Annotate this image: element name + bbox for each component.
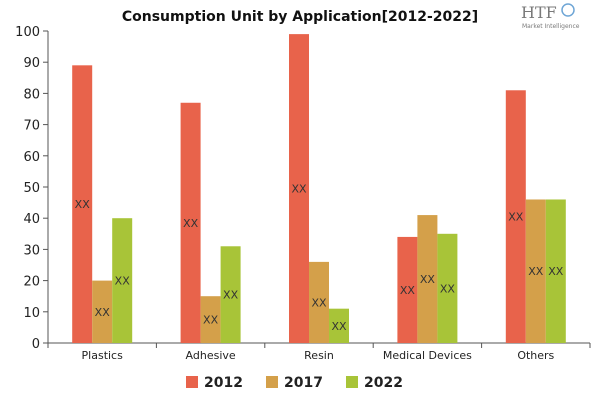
legend: 2012 2017 2022 — [186, 375, 403, 391]
bar — [220, 246, 241, 343]
bar — [329, 308, 349, 343]
y-tick-label: 100 — [15, 25, 40, 40]
data-label: XX — [291, 183, 307, 196]
x-tick-label: Plastics — [82, 349, 124, 362]
bar — [180, 102, 201, 343]
bar — [309, 261, 329, 343]
data-label: XX — [203, 314, 219, 327]
bar — [200, 296, 221, 343]
data-label: XX — [548, 265, 564, 278]
bar — [437, 233, 458, 343]
legend-swatch — [346, 376, 358, 388]
chart-title: Consumption Unit by Application[2012-202… — [122, 9, 478, 25]
bar — [545, 199, 566, 343]
legend-label: 2022 — [364, 375, 403, 391]
logo-globe-icon — [561, 3, 575, 17]
y-tick-label: 80 — [23, 87, 40, 102]
y-tick-label: 90 — [23, 56, 40, 71]
bar — [397, 236, 418, 343]
y-tick-label: 20 — [23, 275, 40, 290]
logo: HTF Market Intelligence — [521, 3, 580, 30]
y-tick-label: 40 — [23, 212, 40, 227]
legend-label: 2012 — [204, 375, 243, 391]
bar — [92, 280, 113, 343]
bar — [417, 215, 438, 343]
logo-text: HTF — [521, 3, 557, 22]
data-label: XX — [115, 275, 131, 288]
data-label: XX — [440, 282, 456, 295]
data-label: XX — [311, 296, 327, 309]
y-tick-label: 50 — [23, 181, 40, 196]
bar — [289, 34, 309, 344]
legend-swatch — [186, 376, 198, 388]
x-tick-label: Medical Devices — [383, 349, 472, 362]
y-tick-label: 30 — [23, 243, 40, 258]
data-label: XX — [508, 211, 524, 224]
bar — [72, 65, 93, 343]
data-label: XX — [420, 273, 436, 286]
axes: 0 10 20 30 40 50 60 70 80 90 100 Plastics Adhesive Re… — [15, 25, 591, 362]
legend-swatch — [266, 376, 278, 388]
bar — [505, 90, 526, 343]
data-label: XX — [183, 217, 199, 230]
bar — [525, 199, 546, 343]
x-tick-label: Others — [517, 349, 554, 362]
data-label: XX — [223, 289, 239, 302]
data-labels: XX XX XX XX XX XX XX XX XX XX XX XX XX XX XX — [75, 183, 564, 333]
data-label: XX — [528, 265, 544, 278]
data-label: XX — [400, 284, 416, 297]
y-tick-label: 10 — [23, 306, 40, 321]
x-tick-label: Resin — [304, 349, 334, 362]
data-label: XX — [331, 320, 347, 333]
data-label: XX — [75, 198, 91, 211]
bars — [72, 34, 566, 344]
y-tick-label: 60 — [23, 150, 40, 165]
bar — [112, 218, 133, 343]
data-label: XX — [95, 306, 111, 319]
x-tick-label: Adhesive — [186, 349, 236, 362]
y-tick-label: 70 — [23, 119, 40, 134]
y-tick-label: 0 — [32, 337, 40, 352]
logo-subtext: Market Intelligence — [522, 23, 580, 30]
legend-label: 2017 — [284, 375, 323, 391]
